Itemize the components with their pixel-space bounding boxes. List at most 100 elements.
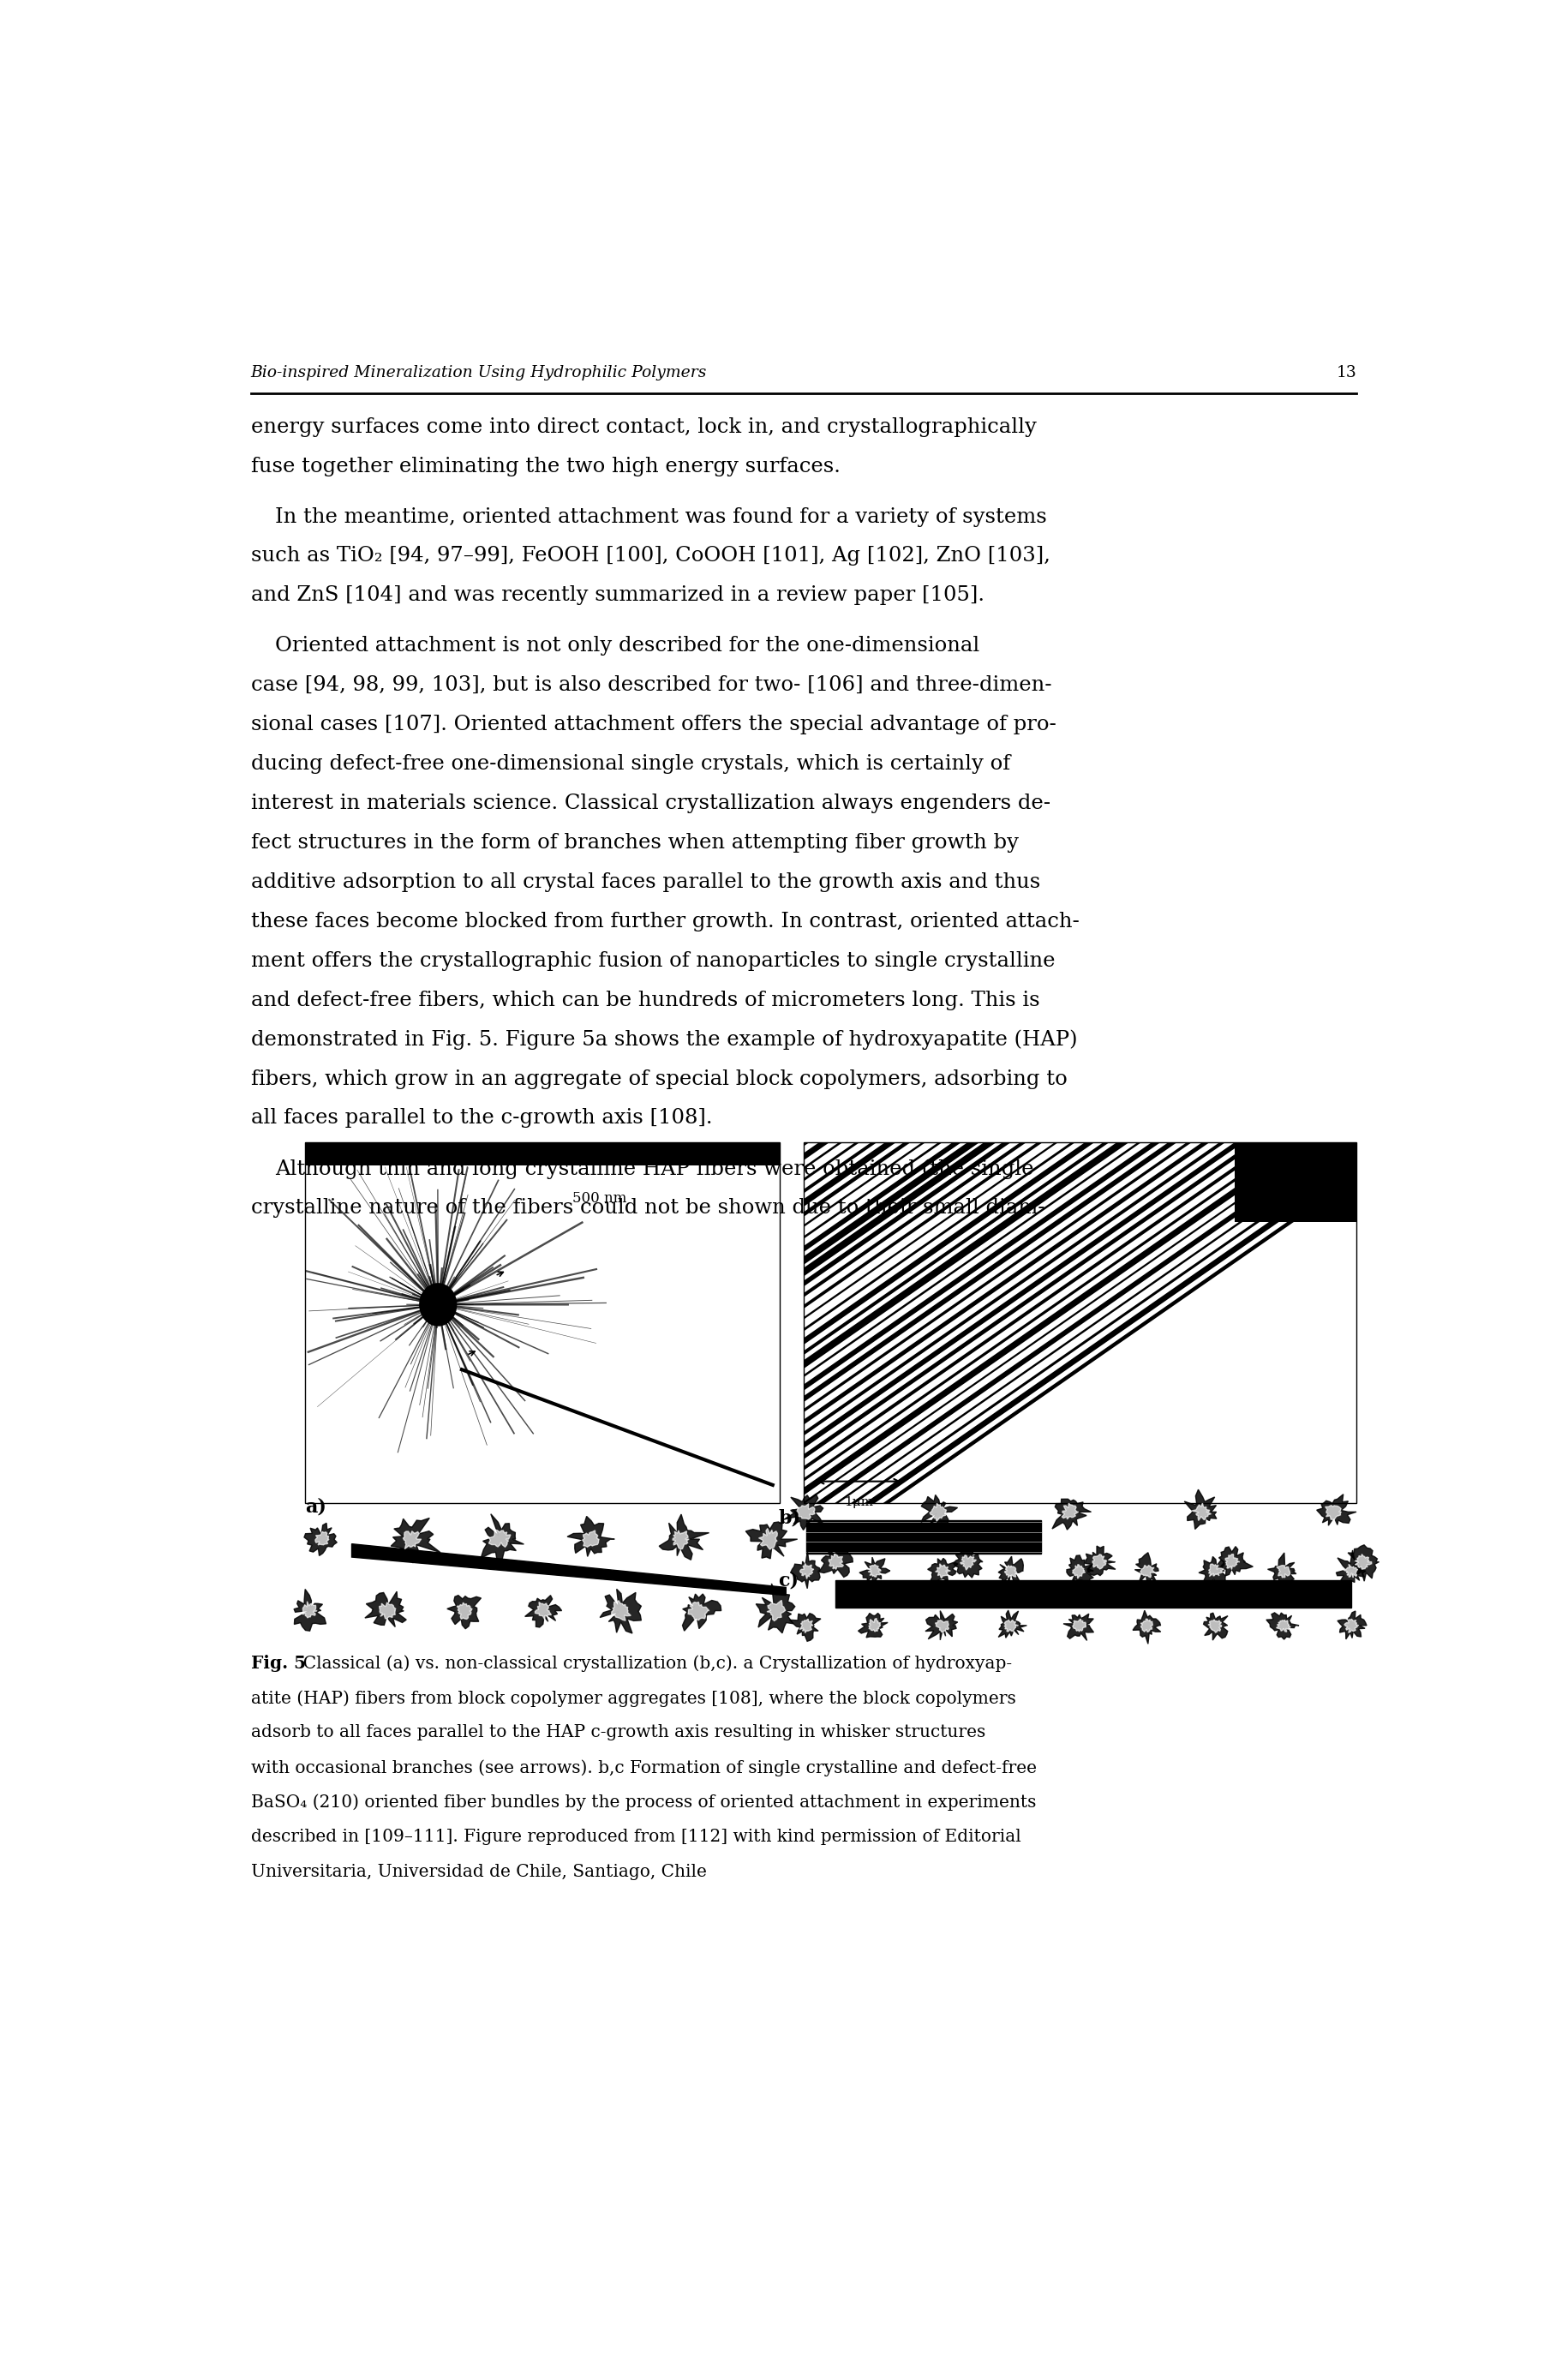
Polygon shape — [869, 1619, 881, 1631]
Polygon shape — [920, 1496, 958, 1529]
Polygon shape — [601, 1589, 641, 1634]
Bar — [306, 1141, 779, 1165]
Polygon shape — [1276, 1619, 1290, 1631]
Polygon shape — [999, 1555, 1024, 1586]
Polygon shape — [365, 1591, 406, 1627]
Text: case [94, 98, 99, 103], but is also described for two- [106] and three-dimen-: case [94, 98, 99, 103], but is also desc… — [251, 675, 1052, 694]
Text: b): b) — [778, 1508, 801, 1527]
Polygon shape — [1135, 1553, 1159, 1589]
Text: with occasional branches (see arrows). b,c Formation of single crystalline and d: with occasional branches (see arrows). b… — [251, 1760, 1036, 1776]
Polygon shape — [1204, 1612, 1228, 1641]
Polygon shape — [1005, 1565, 1016, 1577]
Polygon shape — [1267, 1612, 1298, 1638]
Text: energy surfaces come into direct contact, lock in, and crystallographically: energy surfaces come into direct contact… — [251, 416, 1036, 438]
Text: 500 nm: 500 nm — [572, 1191, 626, 1206]
Polygon shape — [659, 1515, 709, 1560]
Text: such as TiO₂ [94, 97–99], FeOOH [100], CoOOH [101], Ag [102], ZnO [103],: such as TiO₂ [94, 97–99], FeOOH [100], C… — [251, 547, 1051, 566]
Polygon shape — [315, 1531, 329, 1546]
Polygon shape — [1225, 1555, 1240, 1569]
Polygon shape — [746, 1522, 798, 1558]
Polygon shape — [304, 1522, 337, 1555]
Polygon shape — [525, 1596, 561, 1627]
Polygon shape — [1267, 1553, 1297, 1584]
Text: Oriented attachment is not only described for the one-dimensional: Oriented attachment is not only describe… — [274, 635, 980, 656]
Text: these faces become blocked from further growth. In contrast, oriented attach-: these faces become blocked from further … — [251, 911, 1079, 932]
Polygon shape — [1348, 1546, 1380, 1581]
Polygon shape — [535, 1603, 552, 1619]
Polygon shape — [936, 1619, 949, 1631]
Polygon shape — [818, 1546, 853, 1577]
Polygon shape — [1325, 1505, 1341, 1520]
Polygon shape — [953, 1548, 983, 1577]
Polygon shape — [293, 1589, 326, 1631]
Polygon shape — [784, 1493, 823, 1529]
Polygon shape — [456, 1603, 472, 1619]
Polygon shape — [1085, 1546, 1115, 1577]
Polygon shape — [390, 1517, 441, 1562]
Polygon shape — [930, 1503, 947, 1522]
Polygon shape — [1052, 1498, 1091, 1529]
Polygon shape — [767, 1600, 786, 1622]
Polygon shape — [790, 1550, 820, 1589]
Text: fibers, which grow in an aggregate of special block copolymers, adsorbing to: fibers, which grow in an aggregate of sp… — [251, 1070, 1068, 1089]
Text: BaSO₄ (210) oriented fiber bundles by the process of oriented attachment in expe: BaSO₄ (210) oriented fiber bundles by th… — [251, 1793, 1036, 1812]
Text: interest in materials science. Classical crystallization always engenders de-: interest in materials science. Classical… — [251, 794, 1051, 813]
Polygon shape — [800, 1619, 814, 1634]
Text: 1μm: 1μm — [844, 1496, 873, 1508]
Polygon shape — [960, 1555, 977, 1569]
Polygon shape — [1336, 1550, 1366, 1581]
Polygon shape — [1218, 1546, 1253, 1577]
Text: adsorb to all faces parallel to the HAP c-growth axis resulting in whisker struc: adsorb to all faces parallel to the HAP … — [251, 1724, 985, 1741]
Text: sional cases [107]. Oriented attachment offers the special advantage of pro-: sional cases [107]. Oriented attachment … — [251, 716, 1055, 735]
Text: and ZnS [104] and was recently summarized in a review paper [105].: and ZnS [104] and was recently summarize… — [251, 585, 985, 606]
Polygon shape — [1192, 1503, 1210, 1520]
Polygon shape — [999, 1610, 1027, 1638]
Polygon shape — [379, 1603, 395, 1619]
Text: Bio-inspired Mineralization Using Hydrophilic Polymers: Bio-inspired Mineralization Using Hydrop… — [251, 366, 707, 380]
Polygon shape — [928, 1558, 958, 1584]
Polygon shape — [489, 1529, 511, 1548]
Text: ducing defect-free one-dimensional single crystals, which is certainly of: ducing defect-free one-dimensional singl… — [251, 754, 1010, 773]
Text: demonstrated in Fig. 5. Figure 5a shows the example of hydroxyapatite (HAP): demonstrated in Fig. 5. Figure 5a shows … — [251, 1030, 1077, 1049]
Text: and defect-free fibers, which can be hundreds of micrometers long. This is: and defect-free fibers, which can be hun… — [251, 989, 1040, 1011]
Polygon shape — [582, 1531, 599, 1548]
Text: described in [109–111]. Figure reproduced from [112] with kind permission of Edi: described in [109–111]. Figure reproduce… — [251, 1829, 1021, 1845]
Polygon shape — [1200, 1558, 1226, 1586]
Text: all faces parallel to the c-growth axis [108].: all faces parallel to the c-growth axis … — [251, 1108, 712, 1127]
Text: a): a) — [306, 1498, 326, 1517]
Polygon shape — [1344, 1565, 1358, 1577]
Polygon shape — [925, 1610, 958, 1641]
Polygon shape — [1344, 1619, 1358, 1634]
Polygon shape — [859, 1558, 891, 1584]
Polygon shape — [1073, 1619, 1087, 1631]
Text: Fig. 5: Fig. 5 — [251, 1655, 306, 1672]
Text: additive adsorption to all crystal faces parallel to the growth axis and thus: additive adsorption to all crystal faces… — [251, 873, 1040, 892]
Polygon shape — [481, 1515, 524, 1562]
Text: Although thin and long crystalline HAP fibers were obtained (the single: Although thin and long crystalline HAP f… — [274, 1158, 1033, 1179]
Polygon shape — [836, 1579, 1352, 1608]
Bar — [306, 1141, 779, 1503]
Text: fuse together eliminating the two high energy surfaces.: fuse together eliminating the two high e… — [251, 457, 840, 476]
Text: crystalline nature of the fibers could not be shown due to their small diam-: crystalline nature of the fibers could n… — [251, 1199, 1044, 1218]
Polygon shape — [351, 1543, 786, 1596]
Polygon shape — [797, 1503, 815, 1520]
Polygon shape — [1062, 1503, 1079, 1520]
Text: 13: 13 — [1336, 366, 1356, 380]
Polygon shape — [1073, 1565, 1085, 1579]
Polygon shape — [1004, 1619, 1018, 1631]
Polygon shape — [1093, 1555, 1107, 1569]
Polygon shape — [447, 1596, 481, 1629]
Polygon shape — [867, 1565, 881, 1577]
Polygon shape — [1338, 1610, 1367, 1638]
Polygon shape — [1317, 1493, 1356, 1527]
Bar — [1236, 1141, 1356, 1222]
Polygon shape — [756, 1584, 795, 1634]
Bar — [803, 1141, 1356, 1503]
Polygon shape — [688, 1603, 709, 1619]
Polygon shape — [403, 1531, 422, 1548]
Polygon shape — [936, 1565, 950, 1579]
Polygon shape — [568, 1517, 615, 1558]
Polygon shape — [303, 1600, 317, 1617]
Polygon shape — [790, 1612, 820, 1641]
Text: In the meantime, oriented attachment was found for a variety of systems: In the meantime, oriented attachment was… — [274, 507, 1047, 526]
